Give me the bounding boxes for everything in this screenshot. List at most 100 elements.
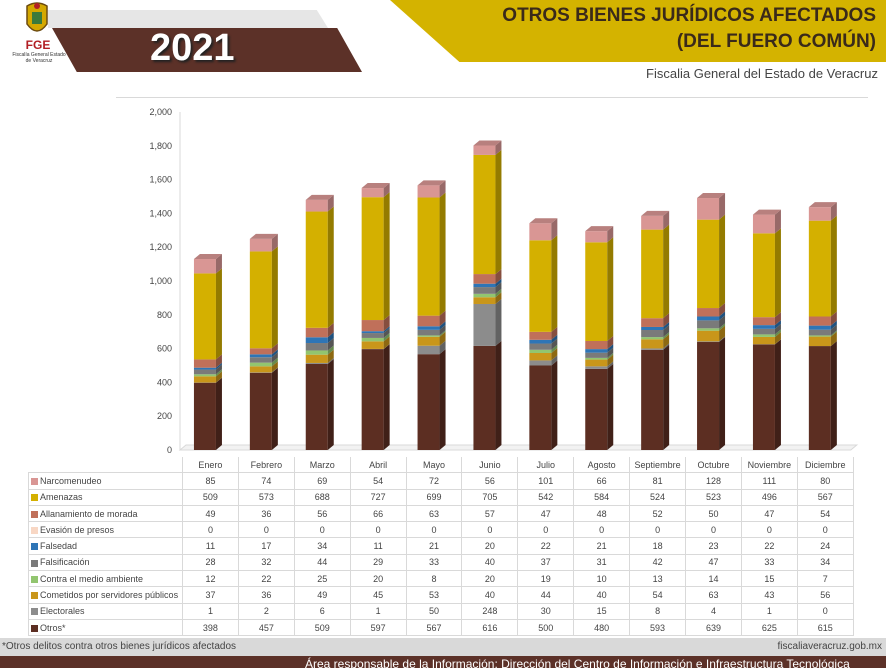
bar-segment-amenazas-julio — [529, 240, 552, 332]
bar-segment-contra-el-medio-ambiente-marzo — [305, 350, 328, 355]
bar-side — [383, 183, 390, 198]
table-cell: 480 — [573, 618, 631, 637]
bar-side — [774, 209, 781, 234]
bar-side — [327, 349, 334, 363]
bar-segment-contra-el-medio-ambiente-febrero — [249, 362, 272, 367]
bar-side — [607, 361, 614, 369]
bar-side — [607, 226, 614, 243]
bar-segment-amenazas-febrero — [249, 251, 272, 349]
responsible-area: Área responsable de la Información: Dire… — [305, 657, 850, 668]
table-cell: 688 — [293, 488, 351, 506]
table-cell: 0 — [517, 521, 575, 539]
bar-segment-amenazas-agosto — [585, 242, 608, 341]
table-cell: 14 — [685, 570, 742, 588]
bar-top — [808, 202, 837, 208]
bar-side — [663, 343, 670, 350]
table-cell: 0 — [293, 521, 351, 539]
bar-side — [271, 246, 278, 349]
table-cell: 0 — [349, 521, 407, 539]
table-cell: 47 — [685, 553, 742, 572]
bar-side — [327, 357, 334, 364]
table-cell: 11 — [349, 537, 407, 555]
table-cell: 509 — [293, 618, 351, 637]
bar-segment-cometidos-por-servidores-p-blicos-septiembre — [641, 339, 664, 349]
bar-segment-otros--septiembre — [641, 349, 664, 450]
bar-side — [774, 329, 781, 337]
bar-side — [215, 369, 222, 377]
bar-side — [774, 339, 781, 345]
bar-segment-electorales-octubre — [697, 341, 720, 343]
table-cell: 584 — [573, 488, 631, 506]
bar-segment-falsedad-mayo — [417, 326, 440, 330]
bar-side — [663, 224, 670, 319]
y-tick-label: 400 — [157, 377, 172, 387]
bar-segment-falsificaci-n-julio — [529, 343, 552, 350]
month-header: Marzo — [293, 457, 351, 474]
bar-side — [663, 344, 670, 450]
bar-side — [830, 215, 837, 317]
bar-top — [585, 226, 614, 232]
bar-side — [607, 363, 614, 450]
bar-segment-electorales-agosto — [585, 366, 608, 369]
bar-side — [439, 331, 446, 346]
table-cell: 37 — [182, 586, 239, 604]
bar-side — [383, 343, 390, 350]
table-cell: 56 — [293, 504, 351, 523]
bar-segment-cometidos-por-servidores-p-blicos-abril — [361, 341, 384, 349]
bar-top — [752, 209, 781, 215]
y-tick-label: 600 — [157, 344, 172, 354]
table-cell: 6 — [293, 602, 351, 620]
bar-segment-otros--marzo — [305, 363, 328, 450]
year-label: 2021 — [150, 27, 235, 69]
bar-segment-cometidos-por-servidores-p-blicos-enero — [193, 376, 216, 383]
bar-segment-contra-el-medio-ambiente-enero — [193, 374, 216, 377]
table-cell: 56 — [461, 472, 519, 490]
month-header: Octubre — [685, 457, 742, 474]
bar-top — [305, 194, 334, 200]
website-link[interactable]: fiscaliaveracruz.gob.mx — [777, 641, 882, 652]
bar-side — [215, 254, 222, 274]
bar-segment-falsificaci-n-septiembre — [641, 330, 664, 338]
bar-side — [439, 310, 446, 327]
table-cell: 22 — [517, 537, 575, 555]
bar-side — [439, 330, 446, 337]
table-cell: 101 — [517, 472, 575, 490]
month-header: Mayo — [405, 457, 463, 474]
table-cell: 57 — [461, 504, 519, 523]
bar-side — [607, 344, 614, 353]
bar-segment-electorales-septiembre — [641, 348, 664, 350]
table-cell: 23 — [685, 537, 742, 555]
bar-side — [663, 332, 670, 340]
month-header: Agosto — [573, 457, 631, 474]
month-header: Febrero — [237, 457, 295, 474]
bar-segment-allanamiento-de-morada-febrero — [249, 348, 272, 355]
bar-side — [551, 338, 558, 350]
bar-segment-narcomenudeo-abril — [361, 188, 384, 198]
bar-side — [663, 313, 670, 327]
y-tick-label: 1,200 — [149, 242, 172, 252]
data-table: Enero Febrero Marzo Abril Mayo Junio Julio Agos… — [28, 457, 854, 637]
bar-segment-amenazas-enero — [193, 273, 216, 360]
table-cell: 128 — [685, 472, 742, 490]
bar-segment-contra-el-medio-ambiente-junio — [473, 293, 496, 298]
table-cell: 81 — [629, 472, 687, 490]
bar-segment-narcomenudeo-septiembre — [641, 215, 664, 230]
bar-segment-amenazas-marzo — [305, 211, 328, 328]
bar-segment-allanamiento-de-morada-julio — [529, 331, 552, 340]
bar-side — [551, 344, 558, 353]
y-tick-label: 2,000 — [149, 107, 172, 117]
bar-segment-falsedad-septiembre — [641, 326, 664, 331]
bar-segment-cometidos-por-servidores-p-blicos-febrero — [249, 366, 272, 373]
table-cell: 66 — [349, 504, 407, 523]
table-cell: 42 — [629, 553, 687, 572]
bar-segment-amenazas-noviembre — [752, 233, 775, 318]
bar-segment-amenazas-diciembre — [808, 220, 831, 317]
bar-side — [830, 324, 837, 336]
bar-side — [551, 334, 558, 344]
table-cell: 0 — [796, 521, 854, 539]
bar-top — [529, 218, 558, 224]
bar-segment-falsificaci-n-octubre — [697, 320, 720, 329]
table-cell: 0 — [461, 521, 519, 539]
table-cell: 47 — [517, 504, 575, 523]
